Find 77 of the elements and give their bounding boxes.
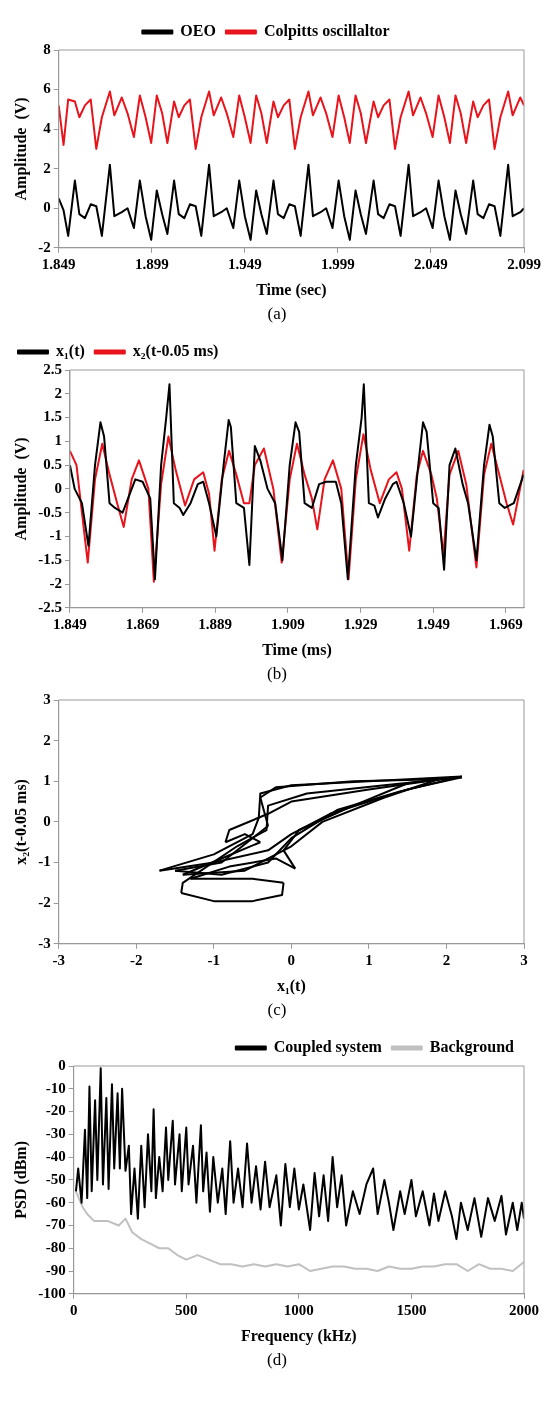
y-tick-label: -30	[45, 1125, 66, 1142]
legend-label: x₁(t)	[56, 342, 85, 361]
y-tick-label: 2.5	[43, 360, 62, 377]
x-tick-label: 0	[287, 951, 296, 968]
y-axis-title: Amplitude (V)	[11, 97, 30, 201]
y-tick-label: 3	[43, 690, 51, 707]
text: (b)	[266, 664, 288, 684]
legend-label: Colpitts oscillaltor	[263, 22, 390, 41]
y-tick-label: 2	[54, 384, 62, 401]
text: (d)	[266, 1350, 288, 1370]
x-axis-title: Time (ms)	[262, 640, 332, 659]
y-tick-label: -80	[45, 1239, 66, 1256]
y-axis-title: PSD (dBm)	[11, 1141, 30, 1219]
x-tick-label: 0	[69, 1301, 78, 1318]
y-tick-label: -2	[38, 238, 51, 255]
y-tick-label: -2	[38, 894, 51, 911]
x-tick-label: 1500	[396, 1301, 427, 1318]
y-tick-label: 1	[54, 432, 62, 449]
x-tick-label: 1000	[283, 1301, 314, 1318]
y-tick-label: -10	[45, 1079, 66, 1096]
x-axis-title: x₁(t)	[276, 976, 306, 995]
y-tick-label: -60	[45, 1193, 66, 1210]
y-tick-label: 0	[43, 199, 51, 216]
legend-label: x₂(t-0.05 ms)	[132, 342, 219, 361]
y-tick-label: 4	[43, 120, 52, 136]
legend-label: Background	[429, 1038, 515, 1057]
x-tick-label: 1.999	[321, 255, 355, 272]
x-tick-label: 1.869	[125, 615, 160, 632]
y-tick-label: -50	[45, 1170, 66, 1187]
y-axis-title: x₂(t-0.05 ms)	[11, 779, 30, 865]
x-tick-label: 1.909	[271, 615, 305, 632]
y-tick-label: -3	[38, 934, 51, 951]
text: (a)	[266, 304, 288, 324]
legend-label: Coupled system	[273, 1038, 383, 1057]
y-tick-label: 0	[54, 479, 62, 496]
x-tick-label: 2.099	[507, 255, 541, 272]
x-tick-label: 1	[365, 951, 373, 968]
y-tick-label: -20	[45, 1102, 66, 1119]
x-tick-label: -1	[207, 951, 221, 968]
x-tick-label: 2	[442, 951, 451, 968]
x-axis-title: Frequency (kHz)	[241, 1326, 357, 1345]
y-tick-label: 2	[43, 159, 51, 176]
x-tick-label: 1.899	[134, 255, 169, 272]
x-tick-label: -2	[130, 951, 143, 968]
y-tick-label: 1.5	[43, 408, 62, 425]
y-tick-label: -1.5	[38, 551, 62, 568]
y-tick-label: -2	[49, 574, 62, 591]
x-tick-label: 500	[175, 1301, 198, 1318]
x-tick-label: 1.969	[488, 615, 523, 632]
x-tick-label: 2.049	[414, 255, 448, 272]
y-tick-label: 8	[43, 40, 51, 57]
x-tick-label: 1.889	[198, 615, 233, 632]
y-tick-label: -1	[38, 853, 51, 870]
y-tick-label: -0.5	[38, 503, 62, 520]
x-tick-label: 1.949	[416, 615, 451, 632]
text: (c)	[266, 1000, 288, 1020]
y-tick-label: -40	[45, 1147, 66, 1164]
y-tick-label: 0	[43, 812, 51, 829]
x-tick-label: 1.949	[227, 255, 262, 272]
legend-label: OEO	[180, 22, 216, 40]
y-tick-label: -1	[49, 527, 62, 544]
y-tick-label: -100	[38, 1284, 66, 1301]
y-tick-label: 2	[43, 731, 51, 748]
x-tick-label: 1.849	[41, 255, 76, 272]
y-tick-label: -2.5	[38, 598, 62, 615]
x-tick-label: 1.929	[343, 615, 378, 632]
y-tick-label: -90	[45, 1261, 66, 1278]
y-tick-label: -70	[45, 1216, 66, 1233]
x-tick-label: 3	[520, 951, 528, 968]
y-tick-label: 6	[43, 80, 52, 97]
x-axis-title: Time (sec)	[256, 280, 327, 299]
x-tick-label: 1.849	[53, 615, 87, 632]
y-tick-label: 1	[43, 772, 51, 789]
y-axis-title: Amplitude (V)	[11, 437, 30, 541]
y-tick-label: 0.5	[43, 455, 62, 472]
x-tick-label: 2000	[509, 1301, 539, 1318]
y-tick-label: 0	[58, 1056, 66, 1073]
